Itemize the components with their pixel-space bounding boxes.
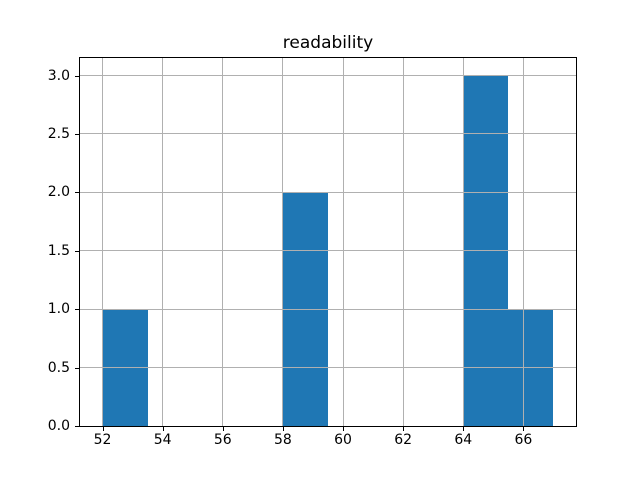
y-tick-label: 3.0 (47, 67, 70, 84)
grid-line-horizontal (80, 367, 576, 369)
x-tick-label: 66 (514, 432, 533, 448)
y-tick-mark (75, 309, 79, 311)
chart-title: readability (282, 33, 374, 53)
x-tick-mark (222, 427, 224, 431)
grid-line-horizontal (80, 425, 576, 426)
grid-line-vertical (402, 58, 404, 426)
grid-line-vertical (522, 58, 524, 426)
grid-line-vertical (282, 58, 284, 426)
plot-area (80, 58, 576, 426)
x-tick-label: 56 (213, 432, 232, 448)
x-tick-mark (162, 427, 164, 431)
x-tick-label: 62 (394, 432, 413, 448)
grid-line-horizontal (80, 191, 576, 193)
x-tick-mark (403, 427, 405, 431)
x-tick-mark (523, 427, 525, 431)
y-tick-mark (75, 75, 79, 77)
y-tick-label: 1.5 (47, 242, 70, 259)
grid-line-vertical (162, 58, 164, 426)
grid-line-horizontal (80, 75, 576, 77)
grid-line-vertical (222, 58, 224, 426)
grid-line-horizontal (80, 308, 576, 310)
y-tick-label: 2.0 (47, 184, 70, 201)
grid-line-vertical (102, 58, 104, 426)
grid-line-horizontal (80, 133, 576, 135)
x-tick-mark (282, 427, 284, 431)
grid-line-horizontal (80, 250, 576, 252)
y-tick-mark (75, 133, 79, 135)
y-tick-label: 1.0 (47, 301, 70, 318)
grid-line-vertical (342, 58, 344, 426)
y-tick-mark (75, 426, 79, 427)
x-tick-mark (343, 427, 345, 431)
x-tick-label: 64 (454, 432, 473, 448)
x-tick-label: 58 (273, 432, 292, 448)
y-tick-label: 0.0 (47, 418, 70, 434)
y-tick-mark (75, 250, 79, 252)
x-tick-mark (463, 427, 465, 431)
y-tick-mark (75, 367, 79, 369)
grid-line-vertical (462, 58, 464, 426)
x-tick-label: 52 (93, 432, 112, 448)
y-tick-mark (75, 192, 79, 194)
x-tick-label: 60 (334, 432, 352, 448)
x-tick-mark (102, 427, 104, 431)
y-tick-label: 2.5 (47, 125, 70, 142)
x-tick-label: 54 (153, 432, 172, 448)
y-tick-label: 0.5 (47, 359, 70, 376)
